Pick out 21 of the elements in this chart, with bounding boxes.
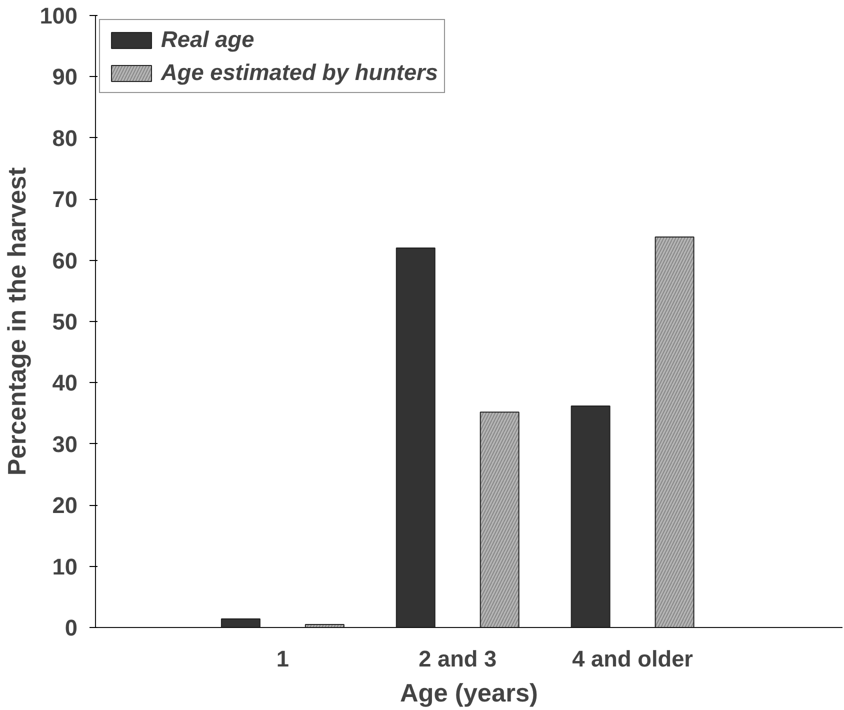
y-tick-label: 40 (52, 370, 78, 396)
y-tick-label: 60 (52, 247, 78, 274)
x-tick-label: 4 and older (572, 646, 694, 672)
y-tick-label: 80 (52, 124, 78, 151)
y-axis-title: Percentage in the harvest (4, 166, 32, 476)
y-tick-label: 10 (52, 553, 78, 580)
y-tick-label: 30 (52, 430, 78, 457)
y-tick-label: 100 (40, 2, 78, 28)
bar (570, 405, 610, 628)
y-tick-label: 0 (64, 614, 78, 640)
y-tick-label: 50 (52, 308, 78, 334)
y-tick-label: 70 (52, 186, 78, 212)
x-axis-title: Age (years) (400, 680, 538, 708)
x-tick-label: 1 (276, 646, 289, 672)
bar (220, 618, 260, 628)
y-tick-label: 20 (52, 492, 78, 518)
legend-label: Age estimated by hunters (161, 59, 438, 86)
bar (396, 248, 436, 628)
legend-label: Real age (161, 26, 254, 53)
x-tick-label: 2 and 3 (418, 646, 497, 672)
y-tick-label: 90 (52, 64, 78, 90)
